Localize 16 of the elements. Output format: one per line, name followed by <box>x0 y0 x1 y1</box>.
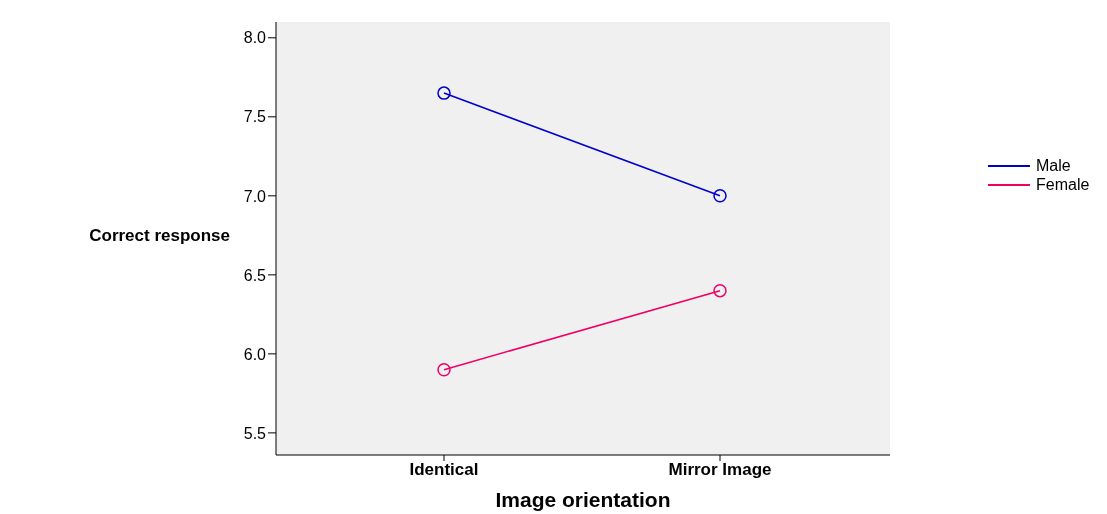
point <box>437 362 451 377</box>
legend-label: Male <box>1036 156 1071 175</box>
y-tick-label: 8.0 <box>243 29 267 47</box>
x-tick-label: Mirror Image <box>668 460 772 480</box>
legend-label: Female <box>1036 175 1090 194</box>
point <box>713 283 727 298</box>
x-axis-title: Image orientation <box>494 488 672 512</box>
y-tick-label: 6.0 <box>243 345 267 363</box>
point <box>713 189 727 203</box>
y-axis-title: Correct response <box>88 226 230 246</box>
y-tick-label: 6.5 <box>243 266 267 284</box>
point <box>437 86 451 100</box>
y-tick-label: 5.5 <box>243 424 267 442</box>
y-tick-label: 7.0 <box>243 187 267 205</box>
x-tick-label: Identical <box>409 460 479 480</box>
y-tick-label: 7.5 <box>243 108 267 126</box>
